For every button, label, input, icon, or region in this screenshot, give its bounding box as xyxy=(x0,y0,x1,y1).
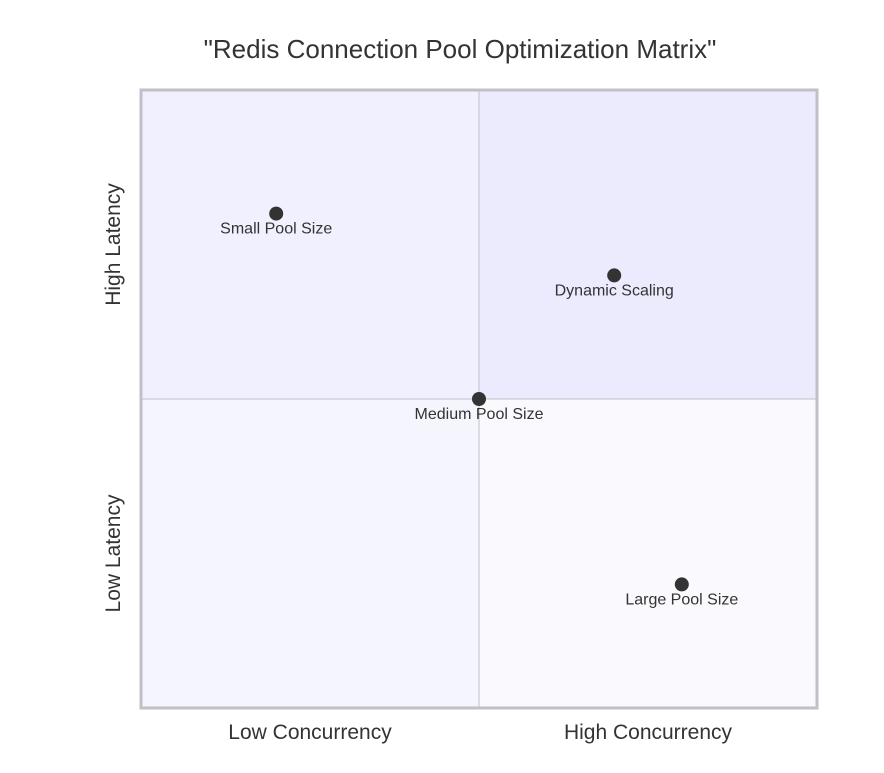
quadrant-bottom-left xyxy=(141,399,479,708)
x-axis-high-label: High Concurrency xyxy=(564,721,733,744)
data-point xyxy=(472,392,486,406)
point-label: Small Pool Size xyxy=(220,221,332,238)
y-axis-low-label: Low Latency xyxy=(102,494,125,612)
data-point xyxy=(674,577,689,592)
data-point xyxy=(269,206,284,221)
points-layer: Small Pool Size Medium Pool Size Large Poo… xyxy=(220,206,738,608)
quadrant-bottom-right xyxy=(479,399,817,708)
quadrant-top-right xyxy=(479,90,817,399)
x-axis-low-label: Low Concurrency xyxy=(228,721,392,744)
plot-border xyxy=(139,88,819,710)
quadrant-top-left xyxy=(141,90,479,399)
chart-title: "Redis Connection Pool Optimization Matr… xyxy=(204,34,717,64)
point-label: Medium Pool Size xyxy=(415,406,544,423)
data-point xyxy=(607,268,622,283)
point-label: Large Pool Size xyxy=(625,591,738,608)
point-label: Dynamic Scaling xyxy=(555,282,674,299)
y-axis-high-label: High Latency xyxy=(102,183,125,306)
